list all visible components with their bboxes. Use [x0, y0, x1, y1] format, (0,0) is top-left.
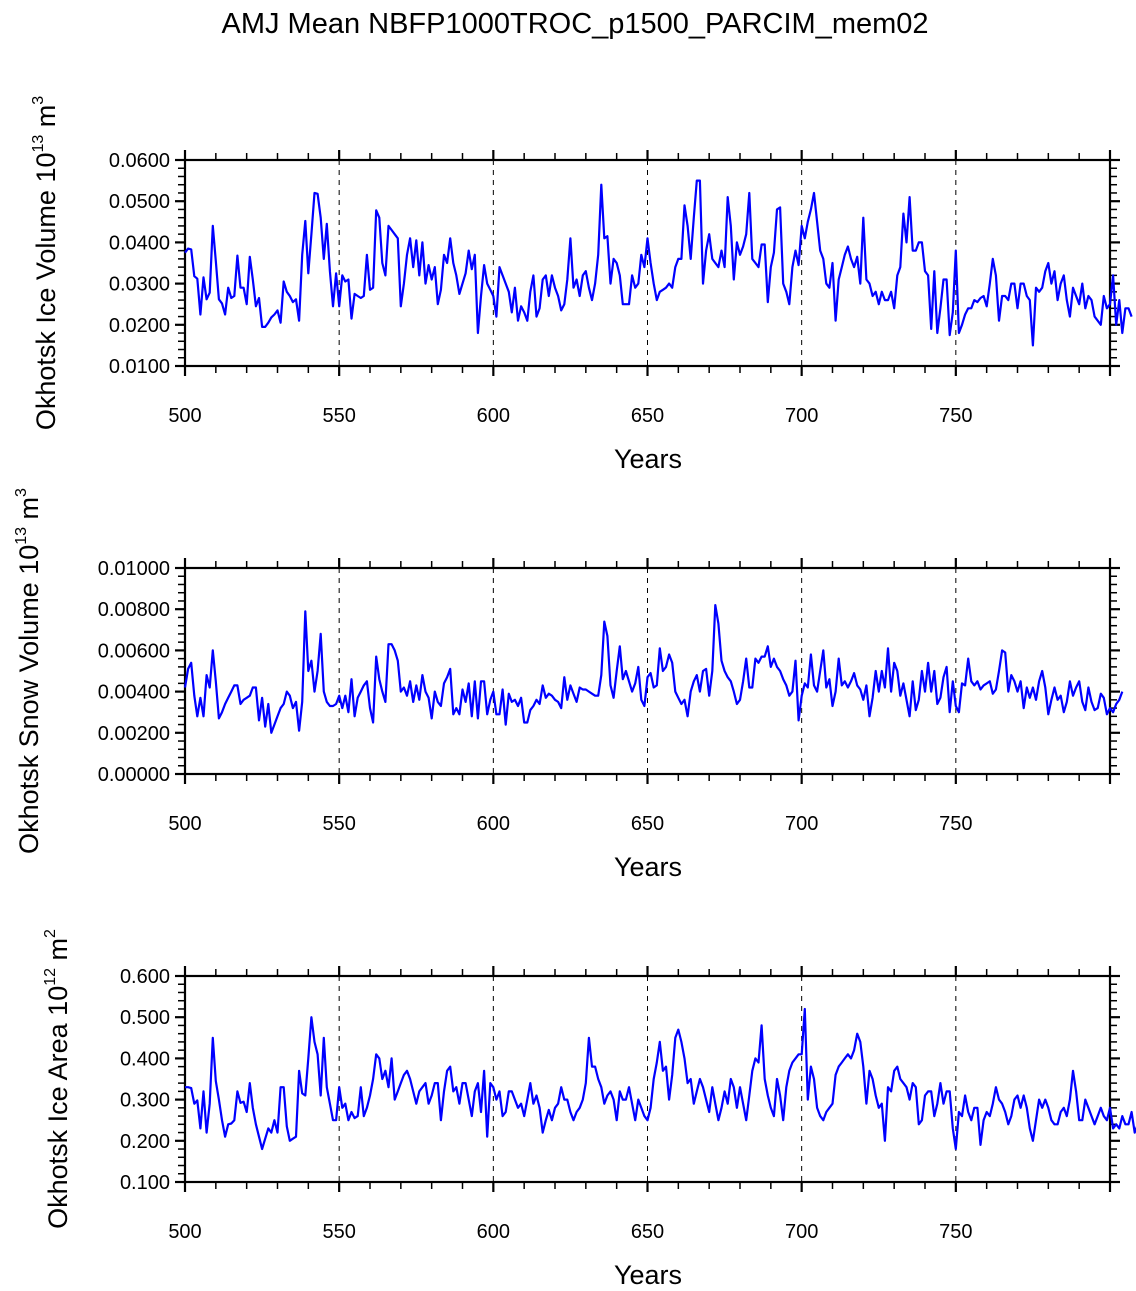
y-tick-label: 0.100 — [120, 1172, 170, 1194]
y-axis-label-unit: m — [43, 938, 73, 968]
x-axis-label: Years — [614, 852, 682, 882]
series-line-okhotsk-ice-volume — [184, 179, 1133, 347]
y-tick-label: 0.400 — [120, 1048, 170, 1070]
y-axis-label-unit-exponent: 3 — [30, 96, 47, 105]
y-axis-label-base: Okhotsk Ice Volume 10 — [31, 153, 61, 431]
y-tick-label: 0.0500 — [109, 191, 170, 213]
y-tick-label: 0.0200 — [109, 315, 170, 337]
y-tick-label: 0.00800 — [98, 599, 170, 621]
x-tick-label: 550 — [322, 1221, 355, 1243]
x-tick-label: 500 — [168, 1221, 201, 1243]
y-axis-label: Okhotsk Ice Volume 1013 m3 — [30, 96, 61, 430]
x-tick-label: 700 — [785, 813, 818, 835]
x-tick-label: 700 — [785, 1221, 818, 1243]
figure-title: AMJ Mean NBFP1000TROC_p1500_PARCIM_mem02 — [221, 8, 928, 40]
x-tick-label: 600 — [477, 813, 510, 835]
y-tick-label: 0.00400 — [98, 682, 170, 704]
chart-panel-1: 500 550 600 650 700 750 Years 0.0100 0.0200 0.030… — [30, 96, 1133, 474]
x-tick-label: 600 — [477, 1221, 510, 1243]
y-tick-label: 0.600 — [120, 966, 170, 988]
y-axis-label-base: Okhotsk Ice Area 10 — [43, 986, 73, 1229]
x-tick-label: 550 — [322, 405, 355, 427]
y-axis-label-unit-exponent: 3 — [13, 488, 30, 497]
chart-panel-2: 500 550 600 650 700 750 Years 0.00000 0.00200 0.0… — [13, 488, 1124, 882]
y-axis-label-base: Okhotsk Snow Volume 10 — [14, 545, 44, 854]
x-tick-label: 750 — [939, 405, 972, 427]
x-tick-label: 750 — [939, 1221, 972, 1243]
y-tick-label: 0.0600 — [109, 150, 170, 172]
y-tick-label: 0.01000 — [98, 558, 170, 580]
y-tick-label: 0.00000 — [98, 764, 170, 786]
series-line-okhotsk-ice-area — [185, 1007, 1136, 1151]
x-axis-label: Years — [614, 1260, 682, 1290]
y-tick-label: 0.0400 — [109, 232, 170, 254]
series-line-okhotsk-snow-volume — [183, 603, 1124, 734]
y-tick-label: 0.0300 — [109, 274, 170, 296]
x-axis-label: Years — [614, 444, 682, 474]
y-axis-label-exponent: 13 — [13, 527, 30, 545]
y-axis-label-exponent: 12 — [42, 968, 59, 986]
y-tick-label: 0.500 — [120, 1007, 170, 1029]
y-axis-label: Okhotsk Snow Volume 1013 m3 — [13, 488, 44, 854]
y-tick-label: 0.00600 — [98, 640, 170, 662]
x-tick-label: 650 — [631, 813, 664, 835]
y-axis-label: Okhotsk Ice Area 1012 m2 — [42, 929, 73, 1229]
chart-panel-3: 500 550 600 650 700 750 Years 0.100 0.200 0.300 0.… — [42, 929, 1136, 1290]
y-tick-label: 0.0100 — [109, 356, 170, 378]
y-axis-label-exponent: 13 — [30, 135, 47, 153]
x-tick-label: 500 — [168, 813, 201, 835]
x-tick-label: 600 — [477, 405, 510, 427]
y-tick-label: 0.00200 — [98, 723, 170, 745]
y-tick-label: 0.300 — [120, 1090, 170, 1112]
y-axis-label-unit: m — [31, 105, 61, 135]
x-tick-label: 650 — [631, 405, 664, 427]
y-axis-label-unit-exponent: 2 — [42, 929, 59, 938]
x-tick-label: 700 — [785, 405, 818, 427]
y-axis-label-unit: m — [14, 497, 44, 527]
x-tick-label: 550 — [322, 813, 355, 835]
x-tick-label: 500 — [168, 405, 201, 427]
y-tick-label: 0.200 — [120, 1131, 170, 1153]
x-tick-label: 650 — [631, 1221, 664, 1243]
x-tick-label: 750 — [939, 813, 972, 835]
